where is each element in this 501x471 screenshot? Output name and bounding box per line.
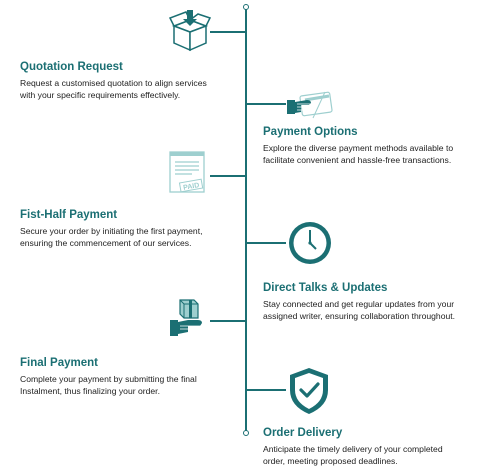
step-description-line: Complete your payment by submitting the … bbox=[20, 374, 197, 384]
step-description-line: Explore the diverse payment methods avai… bbox=[263, 143, 454, 153]
step-description: Request a customised quotation to align … bbox=[20, 77, 207, 101]
connector-first-half bbox=[210, 175, 246, 177]
step-description-line: assigned writer, ensuring collaboration … bbox=[263, 311, 456, 321]
step-order-delivery: Order Delivery Anticipate the timely del… bbox=[263, 427, 443, 467]
step-description: Complete your payment by submitting the … bbox=[20, 373, 197, 397]
step-description: Stay connected and get regular updates f… bbox=[263, 298, 455, 322]
step-title: Payment Options bbox=[263, 126, 358, 138]
timeline-bottom-dot bbox=[243, 430, 249, 436]
paid-invoice-icon: PAID bbox=[168, 150, 210, 198]
step-direct-talks-updates: Direct Talks & Updates Stay connected an… bbox=[263, 282, 455, 322]
step-description-line: ensuring the commencement of our service… bbox=[20, 238, 192, 248]
step-description-line: facilitate convenient and hassle-free tr… bbox=[263, 155, 452, 165]
clock-icon bbox=[286, 219, 334, 267]
hand-package-icon bbox=[168, 296, 212, 340]
step-quotation-request: Quotation Request Request a customised q… bbox=[20, 61, 207, 101]
step-first-half-payment: Fist-Half Payment Secure your order by i… bbox=[20, 209, 202, 249]
shield-check-icon bbox=[286, 366, 332, 416]
step-description: Anticipate the timely delivery of your c… bbox=[263, 443, 443, 467]
step-title: Final Payment bbox=[20, 357, 98, 369]
connector-quotation bbox=[210, 31, 246, 33]
step-description-line: Anticipate the timely delivery of your c… bbox=[263, 444, 443, 454]
step-final-payment: Final Payment Complete your payment by s… bbox=[20, 357, 197, 397]
step-description: Explore the diverse payment methods avai… bbox=[263, 142, 453, 166]
timeline-line bbox=[245, 8, 247, 432]
step-title: Order Delivery bbox=[263, 427, 343, 439]
step-description-line: Secure your order by initiating the firs… bbox=[20, 226, 203, 236]
step-title: Direct Talks & Updates bbox=[263, 282, 388, 294]
open-box-icon bbox=[168, 8, 212, 52]
connector-order-delivery bbox=[246, 389, 286, 391]
timeline-top-dot bbox=[243, 4, 249, 10]
step-description-line: Stay connected and get regular updates f… bbox=[263, 299, 455, 309]
step-description: Secure your order by initiating the firs… bbox=[20, 225, 202, 249]
connector-payment-options bbox=[246, 103, 286, 105]
card-payment-icon bbox=[285, 90, 337, 120]
step-payment-options: Payment Options Explore the diverse paym… bbox=[263, 126, 453, 166]
connector-final-payment bbox=[210, 320, 246, 322]
step-description-line: Instalment, thus finalizing your order. bbox=[20, 386, 160, 396]
step-description-line: order, meeting proposed deadlines. bbox=[263, 456, 398, 466]
step-title: Fist-Half Payment bbox=[20, 209, 118, 221]
step-title: Quotation Request bbox=[20, 61, 123, 73]
step-description-line: Request a customised quotation to align … bbox=[20, 78, 207, 88]
paid-stamp-text: PAID bbox=[183, 182, 200, 192]
step-description-line: with your specific requirements effectiv… bbox=[20, 90, 181, 100]
connector-direct-talks bbox=[246, 242, 286, 244]
